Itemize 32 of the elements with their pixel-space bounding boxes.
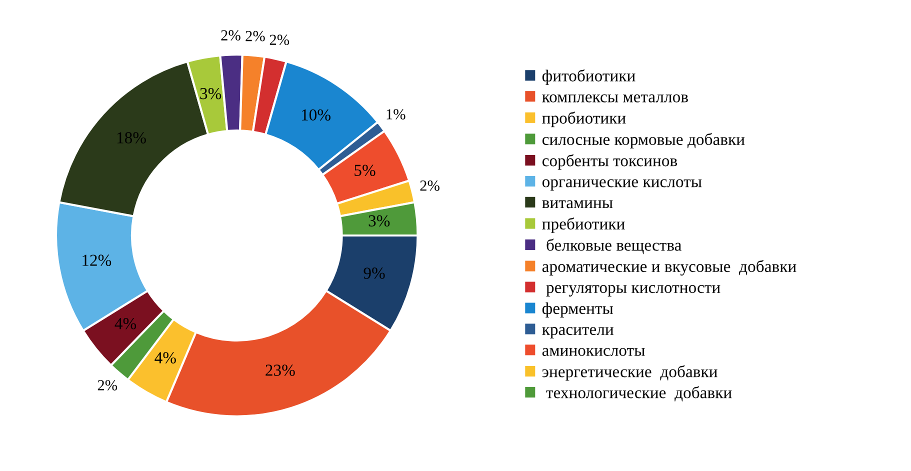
- legend-label: белковые вещества: [546, 238, 682, 254]
- data-label: 4%: [154, 352, 176, 364]
- legend-label: аминокислоты: [542, 348, 645, 356]
- data-label: 18%: [117, 132, 146, 144]
- data-label: 9%: [364, 268, 385, 279]
- data-label: 10%: [302, 109, 330, 121]
- data-label: 3%: [368, 215, 390, 227]
- legend-label: комплексы металлов: [542, 94, 688, 102]
- legend-label: фитобиотики: [542, 69, 636, 85]
- legend-label: силосные кормовые добавки: [542, 132, 745, 148]
- data-label: 5%: [354, 164, 376, 176]
- legend-label: пребиотики: [542, 217, 625, 233]
- legend-label: органические кислоты: [542, 179, 702, 191]
- data-label: 12%: [82, 254, 112, 266]
- data-label: 2%: [98, 380, 118, 390]
- legend-label: красители: [542, 327, 614, 338]
- legend-label: ароматические и вкусовые добавки: [542, 260, 796, 276]
- data-label: 23%: [266, 364, 295, 376]
- legend-label: витамины: [542, 200, 613, 208]
- data-label: 2%: [270, 34, 290, 46]
- legend-label: регуляторы кислотности: [546, 285, 720, 297]
- legend-label: технологические добавки: [546, 386, 732, 402]
- data-label: 3%: [200, 88, 222, 100]
- data-label: 1%: [386, 109, 406, 120]
- legend-label: сорбенты токсинов: [542, 154, 678, 170]
- legend-label: ферменты: [542, 302, 614, 318]
- data-label: 4%: [114, 318, 136, 330]
- data-label: 2%: [246, 30, 265, 42]
- data-label: 2%: [221, 30, 240, 41]
- data-label: 2%: [420, 180, 440, 191]
- legend-label: пробиотики: [542, 112, 626, 128]
- legend-label: энергетические добавки: [542, 365, 718, 381]
